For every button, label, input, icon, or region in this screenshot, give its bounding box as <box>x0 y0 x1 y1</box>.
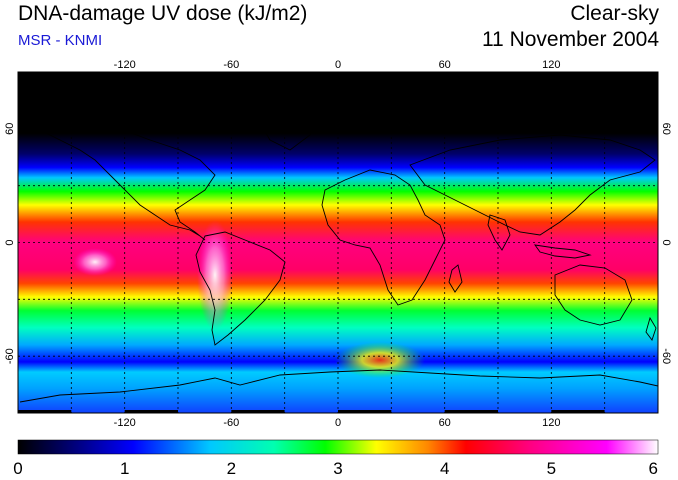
lon-label: -60 <box>223 59 239 71</box>
lat-label: 0 <box>4 239 16 245</box>
lon-labels-bottom: -120 -60 0 60 120 <box>114 417 561 429</box>
lat-label: 60 <box>660 123 672 135</box>
data-source: MSR - KNMI <box>18 32 103 49</box>
colorbar: 0 1 2 3 4 5 6 <box>13 439 659 478</box>
lon-label: -120 <box>114 417 136 429</box>
colorbar-tick: 2 <box>227 459 236 478</box>
lat-label: 60 <box>4 123 16 135</box>
lon-labels-top: -120 -60 0 60 120 <box>114 59 561 71</box>
colorbar-tick: 4 <box>440 459 449 478</box>
map-frame <box>17 71 659 414</box>
lat-labels-left: 60 0 -60 <box>4 123 16 364</box>
lon-label: 60 <box>439 417 451 429</box>
lat-labels-right: 60 0 -60 <box>660 123 672 364</box>
lon-label: -60 <box>223 417 239 429</box>
lon-label: 0 <box>335 59 341 71</box>
map-date: 11 November 2004 <box>481 28 659 51</box>
graticule <box>18 72 658 413</box>
lon-label: 120 <box>542 417 560 429</box>
lat-label: 0 <box>660 239 672 245</box>
colorbar-tick: 0 <box>13 459 22 478</box>
lon-label: 0 <box>335 417 341 429</box>
lon-label: -120 <box>114 59 136 71</box>
sky-condition: Clear-sky <box>570 2 659 25</box>
colorbar-tick: 1 <box>120 459 129 478</box>
lon-label: 60 <box>439 59 451 71</box>
colorbar-tick: 6 <box>649 459 658 478</box>
colorbar-tick: 5 <box>547 459 556 478</box>
coastlines <box>19 99 658 403</box>
colorbar-gradient <box>17 439 659 455</box>
colorbar-tick: 3 <box>333 459 342 478</box>
lon-label: 120 <box>542 59 560 71</box>
lat-label: -60 <box>4 348 16 364</box>
lat-label: -60 <box>660 348 672 364</box>
map-title: DNA-damage UV dose (kJ/m2) <box>18 2 308 25</box>
